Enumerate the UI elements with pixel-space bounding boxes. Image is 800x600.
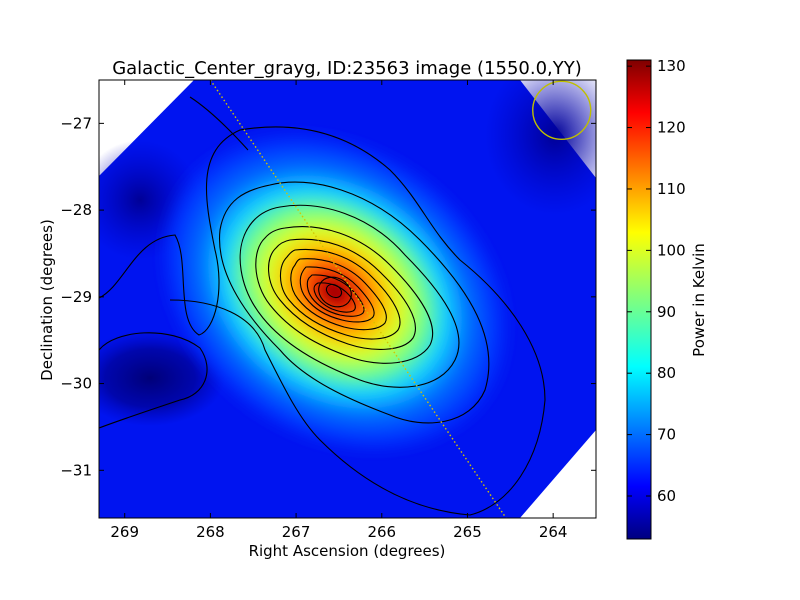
- x-axis-label: Right Ascension (degrees): [249, 542, 446, 560]
- contour-1: [218, 181, 490, 424]
- colorbar-tick-label: 120: [657, 119, 686, 137]
- colorbar-tick-label: 70: [657, 426, 676, 444]
- contour-3: [255, 226, 434, 364]
- contour-lines: [99, 96, 546, 516]
- main-emission: [157, 128, 513, 456]
- y-tick-label: −28: [60, 201, 92, 219]
- x-axis-ticks: 269 268 267 266 265 264: [110, 80, 567, 541]
- colorbar-tick-label: 100: [657, 241, 686, 259]
- plot-frame: [98, 79, 597, 519]
- contour-8: [306, 274, 365, 317]
- contour-peak: [318, 276, 352, 308]
- colorbar-tick-label: 60: [657, 487, 676, 505]
- dark-corner-ne: [485, 80, 596, 215]
- colorbar-tick-label: 130: [657, 57, 686, 75]
- x-tick-label: 264: [539, 523, 568, 541]
- y-tick-label: −29: [60, 288, 92, 306]
- y-tick-label: −31: [60, 461, 92, 479]
- y-tick-label: −27: [60, 114, 92, 132]
- contour-nw-edge: [189, 96, 249, 151]
- y-tick-label: −30: [60, 375, 92, 393]
- colorbar-tick-label: 90: [657, 303, 676, 321]
- x-tick-label: 267: [282, 523, 311, 541]
- contour-sw-patch: [99, 332, 208, 429]
- contour-outer: [99, 126, 546, 516]
- y-axis-ticks: −27 −28 −29 −30 −31: [60, 114, 596, 479]
- contour-7: [299, 266, 375, 323]
- x-tick-label: 266: [367, 523, 396, 541]
- beam-circle: [532, 80, 592, 141]
- colorbar-label: Power in Kelvin: [690, 243, 708, 357]
- colorbar-tick-label: 80: [657, 364, 676, 382]
- contour-4: [268, 238, 416, 350]
- x-tick-label: 269: [110, 523, 139, 541]
- chart-title: Galactic_Center_grayg, ID:23563 image (1…: [112, 58, 582, 79]
- contour-5: [279, 248, 401, 340]
- contour-2: [239, 204, 460, 388]
- colorbar: [626, 59, 652, 540]
- x-tick-label: 268: [196, 523, 225, 541]
- colorbar-ticks: 60 70 80 90 100 110 120 130: [627, 57, 686, 505]
- contour-6: [290, 258, 387, 331]
- dotted-track-line: [209, 80, 507, 518]
- colorbar-tick-label: 110: [657, 180, 686, 198]
- contour-peak-inner: [325, 283, 343, 299]
- contour-9: [313, 282, 356, 313]
- y-axis-label: Declination (degrees): [38, 219, 56, 381]
- x-tick-label: 265: [453, 523, 482, 541]
